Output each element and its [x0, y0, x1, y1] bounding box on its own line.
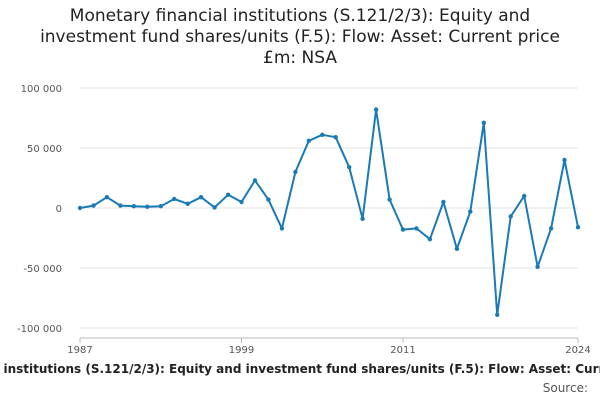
data-point[interactable]	[508, 214, 513, 219]
data-point[interactable]	[77, 205, 83, 211]
y-tick-label: -100 000	[17, 324, 62, 335]
data-point[interactable]	[172, 196, 177, 202]
y-tick-label: 0	[56, 204, 62, 215]
data-point[interactable]	[306, 138, 311, 143]
data-point[interactable]	[414, 226, 419, 231]
data-point[interactable]	[293, 169, 298, 175]
data-point[interactable]	[548, 226, 554, 231]
data-point[interactable]	[481, 120, 486, 126]
data-point[interactable]	[575, 225, 581, 230]
x-tick-label: 2024	[565, 345, 590, 356]
data-point[interactable]	[387, 197, 392, 202]
data-point[interactable]	[104, 195, 110, 200]
data-point[interactable]	[225, 192, 231, 197]
data-point[interactable]	[212, 205, 217, 210]
data-point[interactable]	[118, 203, 123, 208]
data-point[interactable]	[441, 199, 446, 205]
x-tick-label: 1987	[67, 345, 92, 356]
data-point[interactable]	[185, 201, 190, 206]
x-tick-label: 2011	[390, 345, 415, 356]
series-layer	[77, 107, 581, 317]
data-point[interactable]	[91, 203, 96, 208]
footer-title: Monetary financial institutions (S.121/2…	[0, 362, 600, 376]
chart-title: Monetary financial institutions (S.121/2…	[40, 6, 560, 68]
y-tick-label: -50 000	[23, 264, 62, 275]
data-point[interactable]	[145, 204, 150, 209]
data-point[interactable]	[373, 107, 379, 112]
source-label: Source:	[542, 381, 588, 395]
data-point[interactable]	[347, 165, 352, 170]
data-point[interactable]	[360, 216, 365, 221]
chart-footer: Monetary financial institutions (S.121/2…	[0, 362, 600, 382]
data-point[interactable]	[158, 204, 163, 209]
data-point[interactable]	[400, 227, 406, 232]
series-line	[79, 108, 579, 316]
data-point[interactable]	[333, 135, 338, 140]
data-point[interactable]	[535, 264, 540, 269]
data-point[interactable]	[252, 178, 258, 183]
x-axis: 1987 1999 2011 2024	[67, 337, 591, 356]
data-point[interactable]	[131, 204, 136, 209]
data-point[interactable]	[562, 157, 567, 163]
y-axis-ticks: 100 000 50 000 0 -50 000 -100 000	[17, 84, 62, 335]
data-point[interactable]	[468, 209, 473, 214]
data-point[interactable]	[454, 246, 460, 251]
data-point[interactable]	[320, 132, 325, 137]
data-point[interactable]	[266, 197, 271, 202]
x-tick-label: 1999	[229, 345, 254, 356]
data-point[interactable]	[427, 237, 433, 242]
data-point[interactable]	[279, 226, 285, 231]
data-point[interactable]	[239, 199, 244, 205]
y-tick-label: 50 000	[27, 144, 62, 155]
data-point[interactable]	[198, 195, 204, 200]
data-point[interactable]	[522, 193, 527, 199]
data-point[interactable]	[495, 312, 500, 317]
y-tick-label: 100 000	[21, 84, 62, 95]
grid-lines	[80, 87, 578, 329]
